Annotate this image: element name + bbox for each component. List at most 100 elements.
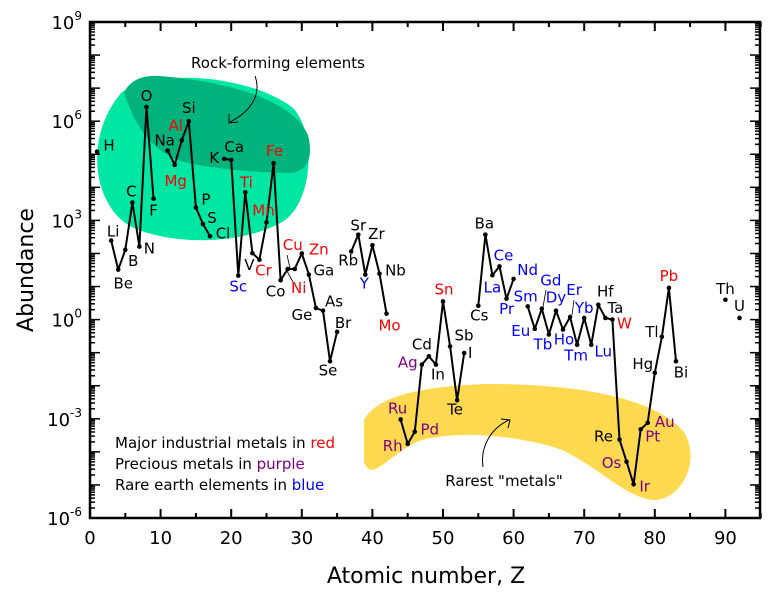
abundance-line-segment bbox=[399, 300, 466, 445]
data-point-tm bbox=[574, 342, 580, 348]
x-tick-label: 60 bbox=[502, 528, 525, 549]
data-point-er bbox=[567, 314, 573, 320]
rarest-metals-region bbox=[364, 384, 691, 501]
element-label-nd: Nd bbox=[517, 261, 538, 279]
element-label-p: P bbox=[201, 191, 210, 209]
element-label-cd: Cd bbox=[412, 335, 432, 353]
data-point-zr bbox=[370, 242, 375, 248]
data-point-cs bbox=[476, 303, 481, 309]
y-tick-exponent: -3 bbox=[70, 406, 82, 420]
data-point-th bbox=[723, 297, 728, 303]
y-tick-label: 10-3 bbox=[47, 406, 82, 431]
element-label-th: Th bbox=[715, 280, 735, 298]
element-label-cu: Cu bbox=[283, 236, 303, 254]
element-label-dy: Dy bbox=[546, 289, 567, 307]
data-point-w bbox=[610, 317, 615, 322]
data-point-mn bbox=[264, 220, 269, 225]
data-point-ag bbox=[419, 362, 425, 367]
data-point-sr bbox=[355, 232, 361, 237]
element-label-ce: Ce bbox=[494, 246, 514, 264]
data-point-al bbox=[179, 138, 185, 143]
data-point-re bbox=[617, 437, 622, 442]
abundance-line-segment bbox=[350, 233, 388, 314]
element-label-ni: Ni bbox=[291, 279, 306, 297]
element-label-sb: Sb bbox=[455, 326, 474, 344]
element-label-mo: Mo bbox=[378, 317, 400, 335]
data-point-cr bbox=[257, 257, 262, 263]
x-tick-label: 10 bbox=[149, 528, 172, 549]
data-point-be bbox=[115, 267, 121, 272]
element-label-na: Na bbox=[154, 132, 174, 150]
element-label-cs: Cs bbox=[470, 307, 488, 325]
data-point-mo bbox=[384, 311, 389, 316]
x-tick-label: 0 bbox=[84, 528, 95, 549]
element-label-cr: Cr bbox=[255, 262, 272, 280]
element-label-k: K bbox=[209, 149, 220, 167]
data-point-mg bbox=[172, 162, 178, 168]
data-point-bi bbox=[673, 358, 679, 364]
data-point-co bbox=[278, 277, 283, 283]
element-label-hg: Hg bbox=[632, 355, 653, 373]
element-label-h: H bbox=[103, 137, 114, 155]
data-point-li bbox=[108, 238, 114, 243]
data-point-nd bbox=[511, 276, 516, 282]
element-label-hf: Hf bbox=[597, 283, 614, 301]
x-tick-label: 90 bbox=[714, 528, 737, 549]
rarest-arrowhead-icon bbox=[500, 418, 511, 429]
element-label-ta: Ta bbox=[606, 299, 623, 317]
data-point-sn bbox=[440, 299, 446, 304]
element-label-eu: Eu bbox=[511, 322, 530, 340]
legend-industrial: Major industrial metals in red bbox=[115, 434, 335, 452]
y-tick-exponent: 0 bbox=[74, 307, 82, 321]
data-point-la bbox=[490, 272, 495, 278]
element-label-au: Au bbox=[655, 413, 675, 431]
element-label-s: S bbox=[207, 209, 217, 227]
element-label-ho: Ho bbox=[554, 331, 574, 349]
element-label-ge: Ge bbox=[291, 306, 312, 324]
y-tick-label: 106 bbox=[51, 108, 82, 133]
abundance-line-segment bbox=[526, 286, 677, 486]
data-point-tb bbox=[546, 332, 552, 337]
data-point-h bbox=[94, 149, 100, 154]
data-point-zn bbox=[299, 251, 305, 256]
data-point-ge bbox=[313, 305, 319, 311]
rarest-arrow bbox=[482, 419, 510, 468]
element-label-te: Te bbox=[446, 400, 463, 418]
element-label-cl: Cl bbox=[216, 224, 231, 242]
data-point-f bbox=[151, 196, 156, 201]
element-label-mg: Mg bbox=[164, 172, 186, 190]
data-point-y bbox=[363, 272, 368, 277]
legend: Major industrial metals in red Precious … bbox=[115, 434, 335, 494]
data-point-au bbox=[645, 420, 651, 426]
element-label-os: Os bbox=[602, 454, 622, 472]
data-point-eu bbox=[532, 326, 538, 332]
element-label-yb: Yb bbox=[574, 299, 594, 317]
data-point-hg bbox=[652, 370, 658, 376]
abundance-line-segment bbox=[477, 233, 515, 306]
element-label-pd: Pd bbox=[420, 421, 439, 439]
element-label-i: I bbox=[468, 344, 472, 362]
y-tick-base: 10 bbox=[51, 211, 74, 232]
x-tick-label: 30 bbox=[290, 528, 313, 549]
rock-forming-annotation: Rock-forming elements bbox=[191, 54, 365, 72]
data-point-sb bbox=[447, 344, 453, 349]
data-point-rh bbox=[405, 441, 411, 447]
y-tick-exponent: 3 bbox=[74, 207, 82, 221]
x-axis-label: Atomic number, Z bbox=[327, 564, 525, 589]
element-label-tm: Tm bbox=[563, 347, 588, 365]
data-point-gd bbox=[539, 306, 545, 311]
element-label-ga: Ga bbox=[313, 262, 334, 280]
element-label-bi: Bi bbox=[674, 363, 688, 381]
data-point-hf bbox=[596, 302, 601, 308]
rock-forming-region-dark bbox=[124, 75, 310, 173]
data-point-si bbox=[186, 118, 192, 124]
element-label-b: B bbox=[128, 252, 138, 270]
y-tick-label: 103 bbox=[51, 207, 82, 232]
y-tick-exponent: 9 bbox=[74, 9, 82, 23]
x-tick-label: 70 bbox=[573, 528, 596, 549]
label-leader-line bbox=[542, 289, 547, 308]
element-label-pr: Pr bbox=[499, 300, 515, 318]
element-label-w: W bbox=[617, 315, 632, 333]
element-label-n: N bbox=[144, 240, 155, 258]
label-leader-line bbox=[286, 254, 291, 269]
